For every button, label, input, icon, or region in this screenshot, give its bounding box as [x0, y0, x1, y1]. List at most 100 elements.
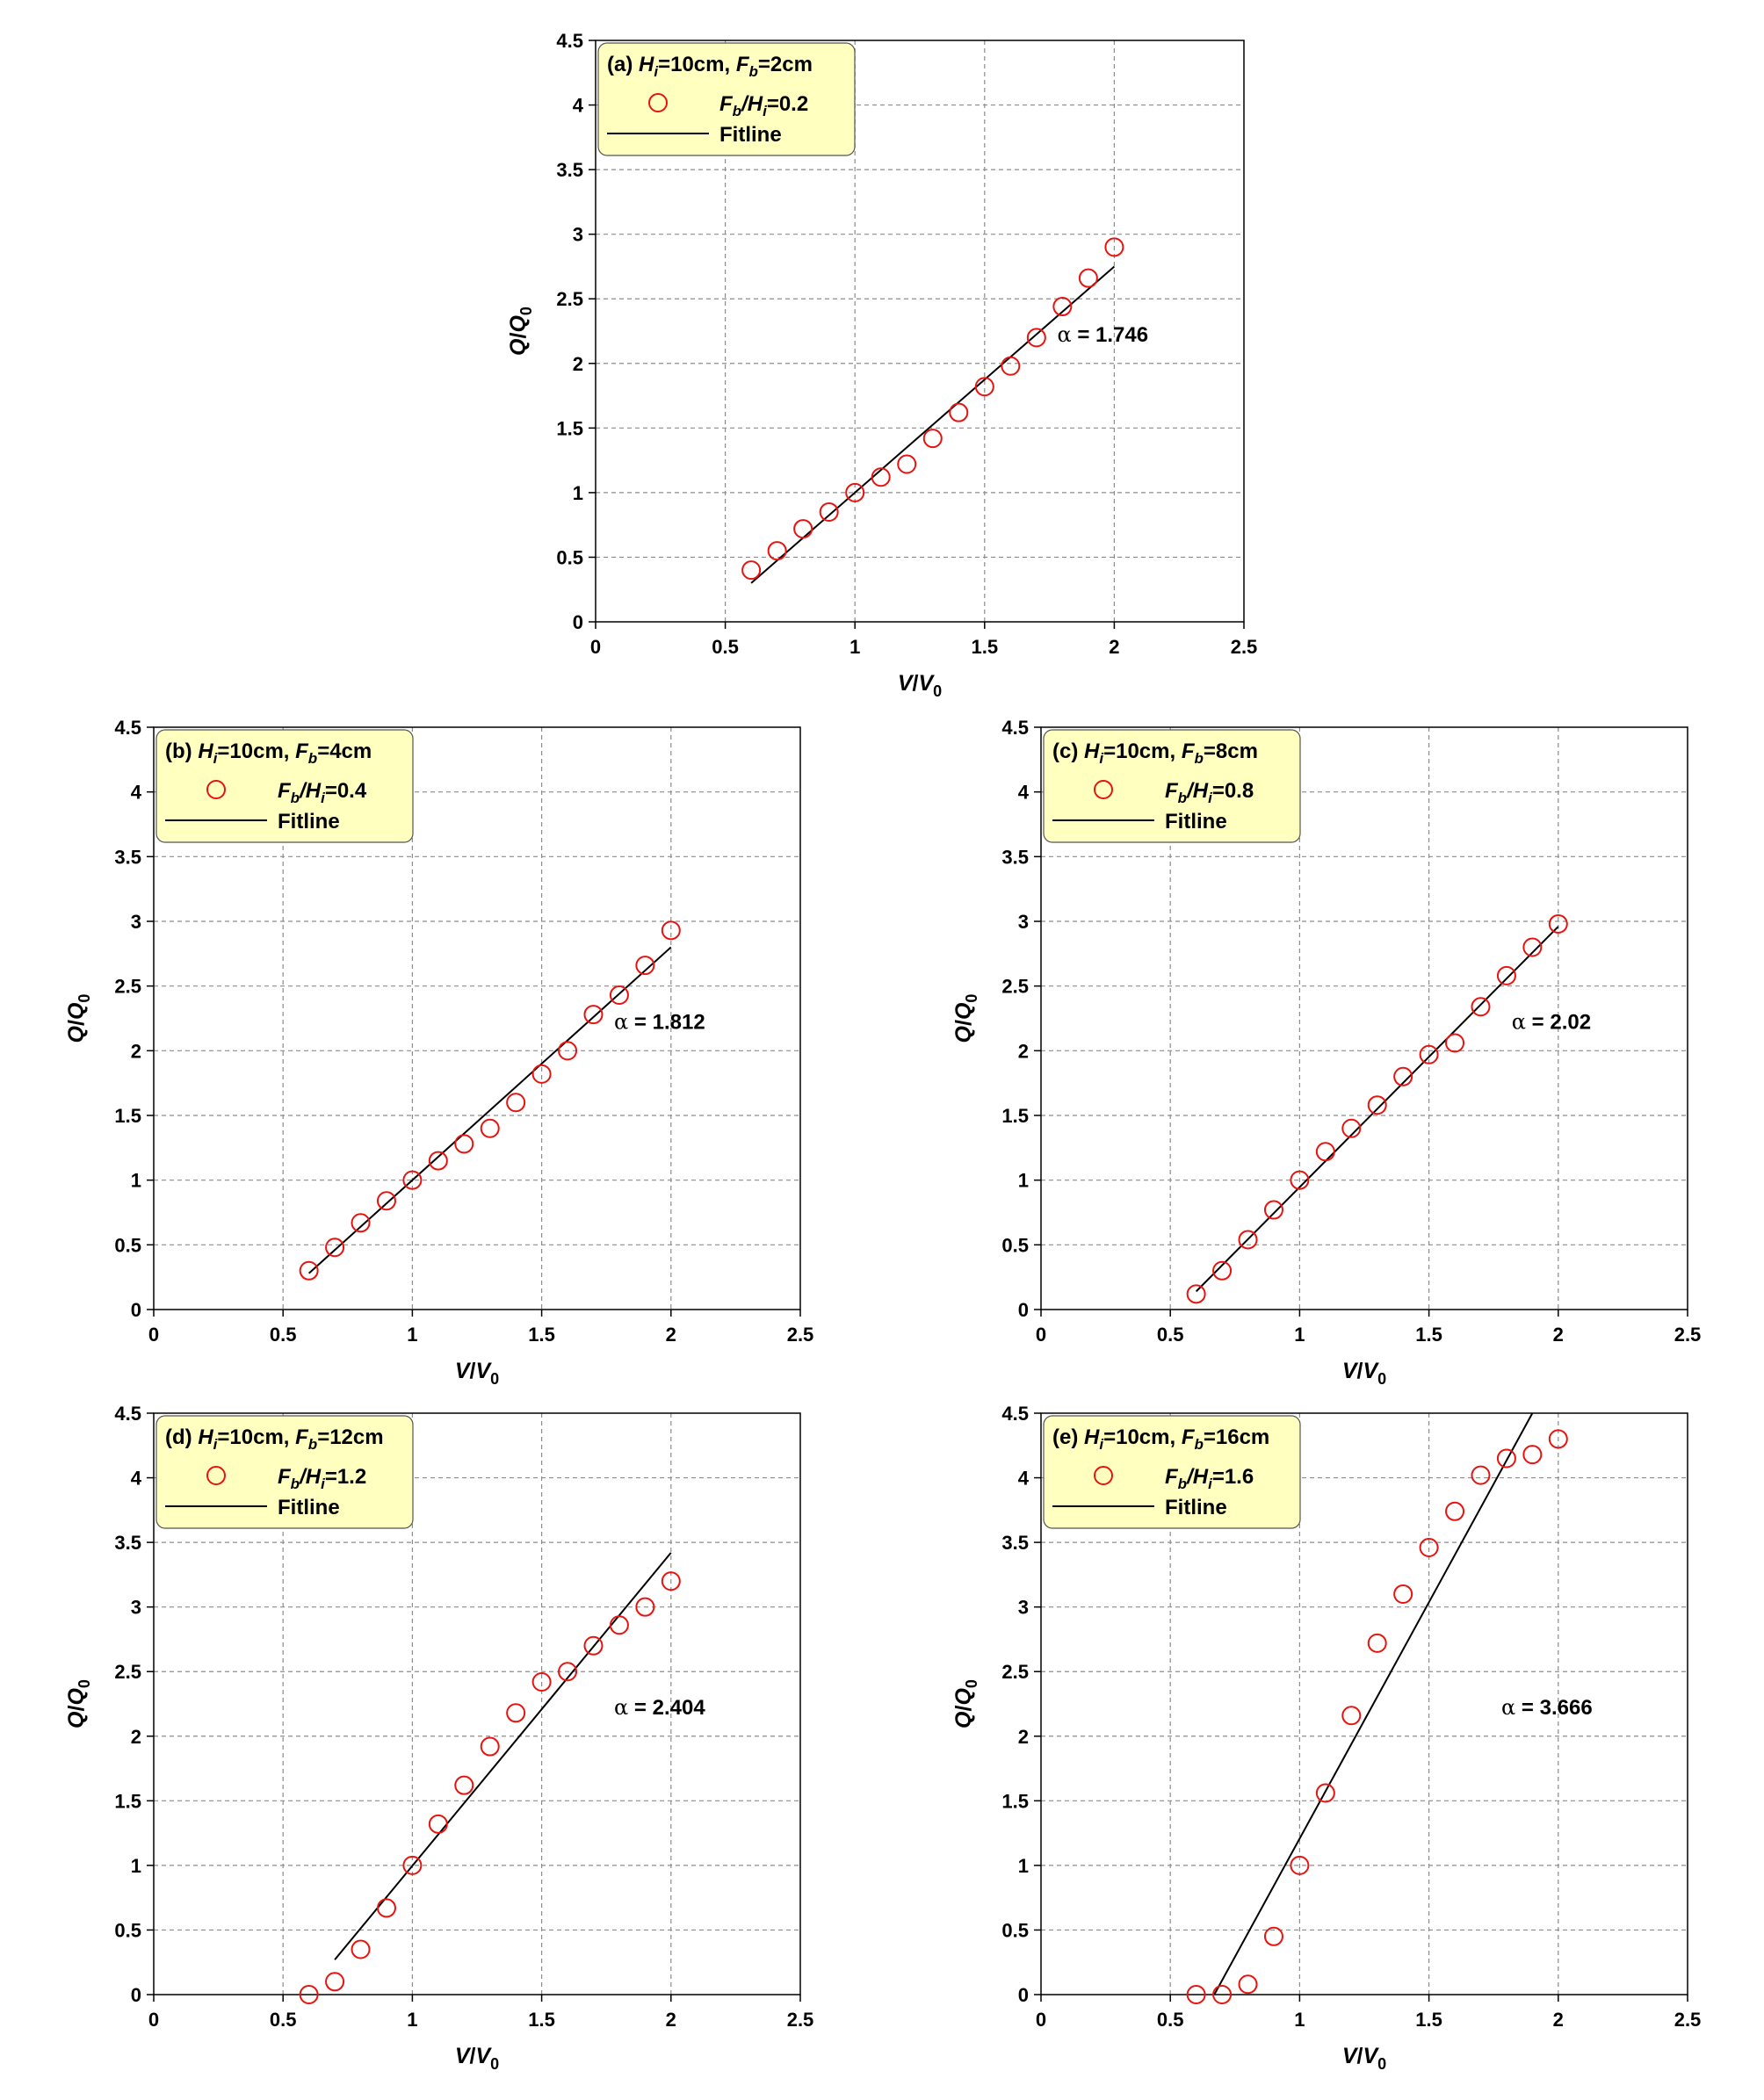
- y-tick-label: 0: [573, 611, 583, 633]
- data-point: [1522, 937, 1543, 957]
- x-tick-label: 1: [407, 1324, 417, 1346]
- alpha-annotation: α = 1.746: [1057, 322, 1148, 347]
- y-tick-label: 4: [1018, 1468, 1030, 1490]
- y-tick-label: 3.5: [1001, 1532, 1029, 1554]
- y-tick-label: 4.5: [1001, 717, 1029, 739]
- data-point: [1238, 1230, 1258, 1250]
- data-point: [949, 402, 969, 422]
- data-point: [531, 1064, 552, 1084]
- data-point: [1548, 913, 1568, 934]
- data-point: [376, 1898, 396, 1918]
- y-tick-label: 3.5: [1001, 846, 1029, 868]
- x-tick-label: 1.5: [1415, 1324, 1442, 1346]
- data-point: [1104, 237, 1124, 257]
- legend-marker-icon: [648, 93, 668, 112]
- x-tick-label: 1: [1294, 1324, 1305, 1346]
- data-point: [1212, 1260, 1233, 1281]
- data-point: [583, 1635, 604, 1656]
- legend-box: [155, 1415, 414, 1529]
- data-point: [661, 920, 681, 941]
- x-tick-label: 2.5: [1674, 1324, 1702, 1346]
- chart-panel-e: 0 0.5 1 1.5 2 2.5 0 0.5 1 1.5 2 2.5 3 3.5 4 4.5 V/V0 Q/Q0…: [951, 1403, 1701, 2073]
- y-tick-label: 0.5: [556, 546, 583, 568]
- data-point: [376, 1191, 396, 1211]
- data-point: [767, 541, 787, 561]
- data-point: [1263, 1200, 1283, 1220]
- data-point: [1078, 268, 1098, 288]
- data-point: [454, 1775, 474, 1795]
- y-tick-label: 1.5: [556, 417, 583, 439]
- data-point: [299, 1985, 319, 2004]
- chart-panel-d: 0 0.5 1 1.5 2 2.5 0 0.5 1 1.5 2 2.5 3 3.5 4 4.5 V/V0 Q/Q0…: [64, 1403, 813, 2073]
- legend-fit-label: Fitline: [1165, 1496, 1227, 1519]
- y-axis-title: Q/Q0: [64, 994, 93, 1043]
- y-tick-label: 1.5: [1001, 1790, 1029, 1812]
- legend-marker-icon: [206, 1466, 226, 1485]
- y-tick-label: 2: [1018, 1040, 1029, 1062]
- x-tick-label: 0.5: [270, 2009, 297, 2031]
- chart-panel-c: 0 0.5 1 1.5 2 2.5 0 0.5 1 1.5 2 2.5 3 3.5 4 4.5 V/V0 Q/Q0…: [951, 717, 1701, 1388]
- data-point: [922, 429, 943, 449]
- data-point: [974, 377, 994, 397]
- y-axis-title: Q/Q0: [506, 307, 535, 356]
- x-tick-label: 2.5: [1231, 636, 1258, 658]
- x-tick-label: 0: [148, 1324, 159, 1346]
- y-tick-label: 0: [131, 1984, 141, 2006]
- data-point: [1393, 1584, 1413, 1604]
- data-point: [609, 985, 629, 1005]
- data-point: [1496, 965, 1516, 985]
- x-tick-label: 1.5: [1415, 2009, 1442, 2031]
- data-point: [428, 1151, 448, 1171]
- data-point: [506, 1093, 526, 1113]
- fit-line: [750, 265, 1116, 584]
- y-tick-label: 3: [573, 224, 583, 246]
- legend-title: (b) Hi=10cm, Fb=4cm: [165, 740, 372, 767]
- data-point: [635, 956, 655, 976]
- x-axis-title: V/V0: [898, 671, 942, 700]
- x-tick-label: 1: [1294, 2009, 1305, 2031]
- data-point: [1026, 328, 1046, 348]
- data-point: [480, 1736, 500, 1757]
- y-tick-label: 2: [1018, 1726, 1029, 1748]
- data-point: [871, 467, 891, 487]
- data-point: [1445, 1501, 1465, 1521]
- x-tick-label: 0: [1036, 2009, 1046, 2031]
- y-tick-label: 4: [131, 1468, 142, 1490]
- data-point: [325, 1972, 345, 1992]
- y-tick-label: 3: [131, 911, 141, 933]
- y-tick-label: 2.5: [1001, 1661, 1029, 1683]
- alpha-annotation: α = 2.02: [1512, 1009, 1591, 1034]
- y-tick-label: 4.5: [1001, 1403, 1029, 1425]
- alpha-annotation: α = 3.666: [1501, 1695, 1593, 1720]
- y-tick-label: 0.5: [1001, 1919, 1029, 1941]
- data-point: [402, 1855, 423, 1875]
- x-tick-label: 0.5: [1157, 1324, 1184, 1346]
- data-point: [1393, 1066, 1413, 1086]
- data-point: [1445, 1033, 1465, 1053]
- legend-series-label: Fb/Hi=0.4: [278, 779, 367, 806]
- data-point: [1212, 1985, 1233, 2004]
- y-tick-label: 4.5: [556, 30, 583, 52]
- legend-marker-icon: [1094, 1466, 1113, 1485]
- x-tick-label: 2.5: [787, 1324, 814, 1346]
- data-point: [351, 1213, 371, 1233]
- chart-panel-b: 0 0.5 1 1.5 2 2.5 0 0.5 1 1.5 2 2.5 3 3.5 4 4.5 V/V0 Q/Q0…: [64, 717, 813, 1388]
- x-tick-label: 0: [590, 636, 601, 658]
- data-point: [351, 1939, 371, 1959]
- x-tick-label: 2: [666, 1324, 676, 1346]
- data-point: [1186, 1284, 1206, 1304]
- data-point: [741, 560, 762, 581]
- y-tick-label: 1: [1018, 1170, 1029, 1192]
- data-point: [819, 502, 839, 522]
- x-tick-label: 2: [666, 2009, 676, 2031]
- data-point: [480, 1118, 500, 1138]
- x-tick-label: 2: [1109, 636, 1119, 658]
- legend-title: (c) Hi=10cm, Fb=8cm: [1052, 740, 1258, 767]
- legend-marker-icon: [206, 780, 226, 799]
- data-point: [1186, 1985, 1206, 2004]
- legend-title: (a) Hi=10cm, Fb=2cm: [607, 53, 813, 80]
- legend-series-label: Fb/Hi=1.6: [1165, 1465, 1254, 1492]
- data-point: [428, 1814, 448, 1834]
- data-point: [635, 1597, 655, 1617]
